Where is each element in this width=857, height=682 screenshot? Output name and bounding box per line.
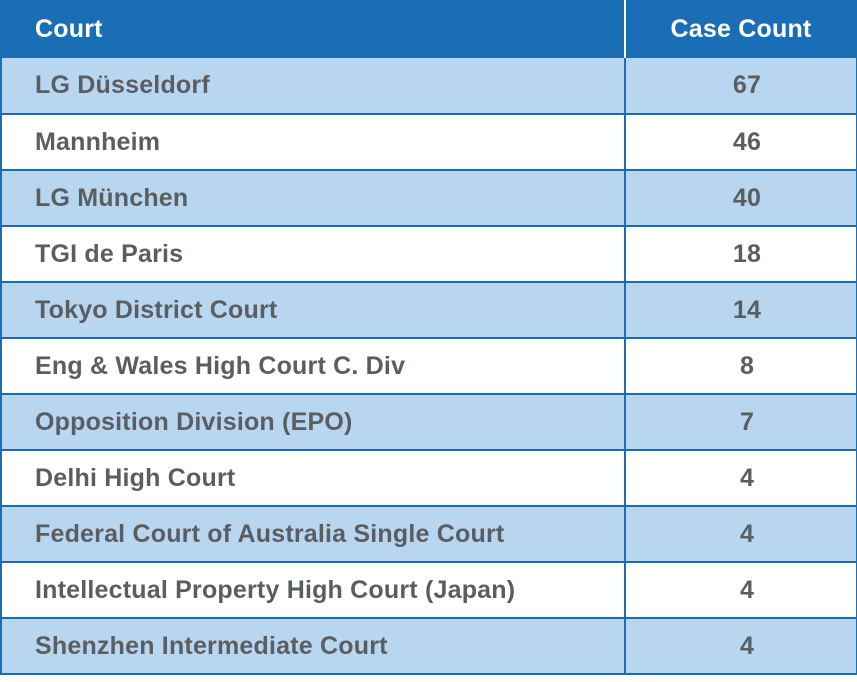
court-name-cell: LG München (0, 170, 626, 227)
case-count-cell: 18 (624, 226, 857, 283)
case-count-cell: 46 (624, 114, 857, 171)
table-row: Mannheim 46 (0, 114, 857, 171)
court-name-cell: Delhi High Court (0, 450, 626, 507)
court-name-cell: TGI de Paris (0, 226, 626, 283)
table-row: Tokyo District Court 14 (0, 282, 857, 339)
court-name-cell: Eng & Wales High Court C. Div (0, 338, 626, 395)
court-name-cell: Federal Court of Australia Single Court (0, 506, 626, 563)
case-count-cell: 4 (624, 506, 857, 563)
table-row: Intellectual Property High Court (Japan)… (0, 562, 857, 619)
court-name-cell: Mannheim (0, 114, 626, 171)
table-row: Shenzhen Intermediate Court 4 (0, 618, 857, 675)
case-count-cell: 14 (624, 282, 857, 339)
table-header-row: Court Case Count (0, 0, 857, 58)
table-body: LG Düsseldorf 67 Mannheim 46 LG München 40 TGI… (0, 58, 857, 675)
case-count-cell: 7 (624, 394, 857, 451)
table-row: Federal Court of Australia Single Court 4 (0, 506, 857, 563)
court-name-cell: Tokyo District Court (0, 282, 626, 339)
table-row: Eng & Wales High Court C. Div 8 (0, 338, 857, 395)
table-row: TGI de Paris 18 (0, 226, 857, 283)
case-count-cell: 4 (624, 618, 857, 675)
case-count-cell: 8 (624, 338, 857, 395)
table-row: LG München 40 (0, 170, 857, 227)
court-name-cell: Intellectual Property High Court (Japan) (0, 562, 626, 619)
court-name-cell: Shenzhen Intermediate Court (0, 618, 626, 675)
case-count-cell: 67 (624, 58, 857, 115)
court-name-cell: Opposition Division (EPO) (0, 394, 626, 451)
column-header-case-count: Case Count (624, 0, 857, 58)
table-row: LG Düsseldorf 67 (0, 58, 857, 115)
table-row: Opposition Division (EPO) 7 (0, 394, 857, 451)
case-count-cell: 4 (624, 562, 857, 619)
case-count-cell: 40 (624, 170, 857, 227)
column-header-court: Court (0, 0, 626, 58)
table-row: Delhi High Court 4 (0, 450, 857, 507)
court-name-cell: LG Düsseldorf (0, 58, 626, 115)
case-count-cell: 4 (624, 450, 857, 507)
